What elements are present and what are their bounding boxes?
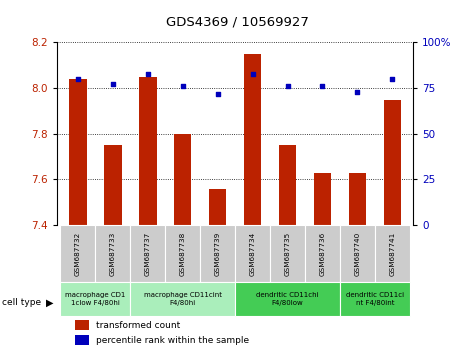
Text: dendritic CD11chi
F4/80low: dendritic CD11chi F4/80low bbox=[256, 292, 319, 306]
Bar bbox=[384, 99, 401, 225]
Bar bbox=[130, 225, 165, 282]
Point bbox=[319, 84, 326, 89]
Text: dendritic CD11ci
nt F4/80int: dendritic CD11ci nt F4/80int bbox=[346, 292, 404, 306]
Point bbox=[109, 82, 117, 87]
Text: GSM687735: GSM687735 bbox=[285, 232, 291, 276]
Text: GSM687740: GSM687740 bbox=[354, 232, 361, 276]
Bar bbox=[340, 282, 410, 316]
Bar bbox=[139, 77, 157, 225]
Text: macrophage CD1
1clow F4/80hi: macrophage CD1 1clow F4/80hi bbox=[65, 292, 125, 306]
Point bbox=[214, 91, 221, 96]
Bar bbox=[340, 225, 375, 282]
Bar bbox=[75, 320, 89, 330]
Bar bbox=[244, 54, 261, 225]
Text: cell type: cell type bbox=[2, 298, 41, 307]
Text: GSM687734: GSM687734 bbox=[249, 232, 256, 276]
Bar bbox=[69, 79, 86, 225]
Bar bbox=[375, 225, 410, 282]
Bar bbox=[279, 145, 296, 225]
Point bbox=[74, 76, 82, 82]
Point bbox=[144, 71, 152, 76]
Text: GSM687736: GSM687736 bbox=[320, 232, 325, 276]
Bar bbox=[60, 225, 95, 282]
Text: GSM687733: GSM687733 bbox=[110, 232, 116, 276]
Bar bbox=[305, 225, 340, 282]
Bar bbox=[235, 225, 270, 282]
Point bbox=[353, 89, 361, 95]
Bar bbox=[174, 134, 191, 225]
Bar bbox=[235, 282, 340, 316]
Point bbox=[389, 76, 396, 82]
Bar bbox=[60, 282, 130, 316]
Bar bbox=[130, 282, 235, 316]
Bar bbox=[104, 145, 122, 225]
Text: GDS4369 / 10569927: GDS4369 / 10569927 bbox=[166, 16, 309, 29]
Text: GSM687737: GSM687737 bbox=[145, 232, 151, 276]
Text: GSM687741: GSM687741 bbox=[390, 232, 395, 276]
Bar bbox=[200, 225, 235, 282]
Text: GSM687732: GSM687732 bbox=[75, 232, 81, 276]
Text: GSM687738: GSM687738 bbox=[180, 232, 186, 276]
Bar bbox=[165, 225, 200, 282]
Text: transformed count: transformed count bbox=[96, 320, 180, 330]
Bar bbox=[75, 335, 89, 346]
Text: macrophage CD11cint
F4/80hi: macrophage CD11cint F4/80hi bbox=[144, 292, 222, 306]
Text: GSM687739: GSM687739 bbox=[215, 232, 221, 276]
Text: ▶: ▶ bbox=[46, 298, 54, 308]
Point bbox=[249, 71, 256, 76]
Bar bbox=[349, 173, 366, 225]
Point bbox=[284, 84, 291, 89]
Bar bbox=[95, 225, 130, 282]
Bar bbox=[209, 189, 227, 225]
Bar bbox=[270, 225, 305, 282]
Point bbox=[179, 84, 187, 89]
Bar bbox=[314, 173, 331, 225]
Text: percentile rank within the sample: percentile rank within the sample bbox=[96, 336, 249, 345]
